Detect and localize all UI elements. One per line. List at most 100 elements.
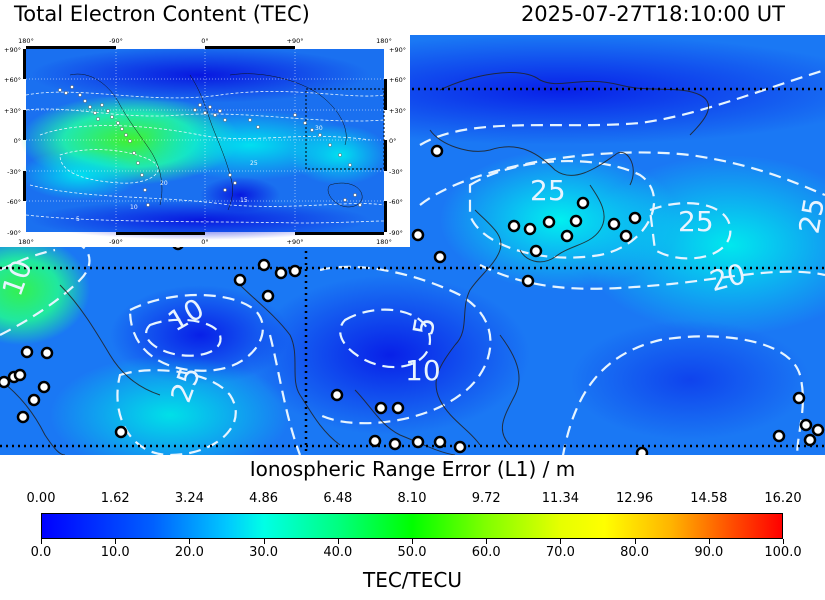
inset-world-map[interactable]: 5 10 20 25 30 15 180° -90° 0° +90° 180° … (0, 35, 410, 247)
gnss-stations (0, 144, 825, 455)
coastline (0, 379, 66, 455)
colorbar-tick-mark (115, 539, 117, 544)
inset-station (310, 128, 314, 132)
page-title: Total Electron Content (TEC) (14, 2, 310, 26)
station-marker (635, 446, 649, 455)
inset-axis-bar (26, 46, 116, 49)
inset-coastline (229, 73, 347, 146)
range-error-tick-label: 14.58 (690, 491, 728, 506)
inset-lat-label: -60° (7, 198, 21, 206)
colorbar-tick-mark (634, 539, 636, 544)
inset-lat-label: 0° (389, 137, 396, 145)
inset-axis-bar (23, 49, 26, 79)
inset-station (256, 125, 260, 129)
contour-line (319, 265, 492, 425)
station-marker (330, 388, 344, 402)
inset-low-region (200, 177, 280, 213)
inset-low-region (30, 47, 370, 103)
inset-station (328, 143, 332, 147)
station-marker (433, 435, 447, 449)
inset-station (233, 181, 237, 185)
colorbar-tick-mark (337, 539, 339, 544)
range-error-tick-label: 4.86 (249, 491, 279, 506)
tec-tick-label: 80.0 (620, 545, 650, 560)
station-marker (521, 274, 535, 288)
station-marker (374, 401, 388, 415)
timestamp: 2025-07-27T18:10:00 UT (520, 2, 785, 26)
inset-station (203, 111, 207, 115)
station-marker (529, 244, 543, 258)
contour-label: 25 (792, 195, 825, 236)
inset-contour-line (25, 91, 385, 99)
inset-station (96, 117, 100, 121)
range-error-tick-label: 0.00 (26, 491, 56, 506)
station-marker (20, 345, 34, 359)
contour-line (419, 151, 825, 206)
inset-axis-bars (23, 46, 387, 235)
inset-lat-label: -90° (7, 229, 21, 237)
coastline (499, 334, 520, 446)
inset-station (106, 109, 110, 113)
inset-coastline (69, 73, 163, 206)
inset-lat-label: -30° (389, 168, 403, 176)
inset-contour-label: 20 (160, 180, 168, 187)
inset-tec-band (20, 150, 140, 200)
inset-lat-label: 0° (14, 137, 21, 145)
station-marker (569, 214, 583, 228)
tec-tick-label: 40.0 (323, 545, 353, 560)
inset-lon-label: 180° (376, 37, 392, 45)
tec-tick-label: 70.0 (545, 545, 575, 560)
inset-station (208, 105, 212, 109)
station-marker (233, 273, 247, 287)
station-marker (257, 258, 271, 272)
inset-station (70, 85, 74, 89)
station-marker (368, 434, 382, 448)
inset-axis-bar (384, 79, 387, 110)
contour-line (145, 318, 222, 357)
contour-line (339, 308, 432, 369)
colorbar-tick-mark (560, 539, 562, 544)
range-error-tick-label: 8.10 (397, 491, 427, 506)
station-marker (799, 418, 813, 432)
inset-lat-label: +90° (4, 46, 21, 54)
colorbar-tick-mark (412, 539, 413, 544)
inset-station (358, 203, 362, 207)
low-tec-region-pacific (570, 320, 810, 440)
station-marker (388, 437, 402, 451)
main-tec-map[interactable]: 25 25 25 20 10 5 10 25 10 20 (0, 35, 825, 455)
station-marker (391, 401, 405, 415)
station-marker (792, 391, 806, 405)
inset-station (213, 113, 217, 117)
tec-tick-label: 0.0 (30, 545, 52, 560)
inset-lon-label: +90° (287, 37, 304, 45)
inset-station (146, 203, 150, 207)
inset-lat-label: -30° (7, 168, 21, 176)
colorbar-tick-mark (783, 539, 784, 544)
coastline (354, 389, 456, 455)
inset-axis-bar (23, 110, 26, 140)
station-marker (433, 250, 447, 264)
contour-line (648, 202, 732, 260)
inset-lon-label: 180° (376, 238, 392, 246)
high-tec-region-japan (440, 150, 680, 290)
inset-coastline (327, 182, 363, 208)
inset-station (128, 139, 132, 143)
contour-label: 10 (405, 354, 441, 387)
inset-graticule (26, 49, 384, 232)
inset-lon-label: 0° (201, 238, 208, 246)
inset-station (303, 121, 307, 125)
inset-contour-label: 25 (250, 160, 258, 167)
inset-zoom-rect (305, 88, 385, 170)
inset-axis-bar (205, 46, 295, 49)
range-error-tick-label: 3.24 (174, 491, 204, 506)
inset-lon-label: 0° (201, 37, 208, 45)
inset-contour-label: 15 (240, 197, 248, 204)
inset-axis-bar (23, 171, 26, 201)
inset-lat-label: +60° (389, 76, 406, 84)
inset-coastline (189, 74, 233, 211)
inset-station (88, 105, 92, 109)
graticule (0, 87, 825, 455)
inset-station (78, 93, 82, 97)
station-marker (114, 425, 128, 439)
contour-label: 25 (678, 205, 714, 238)
